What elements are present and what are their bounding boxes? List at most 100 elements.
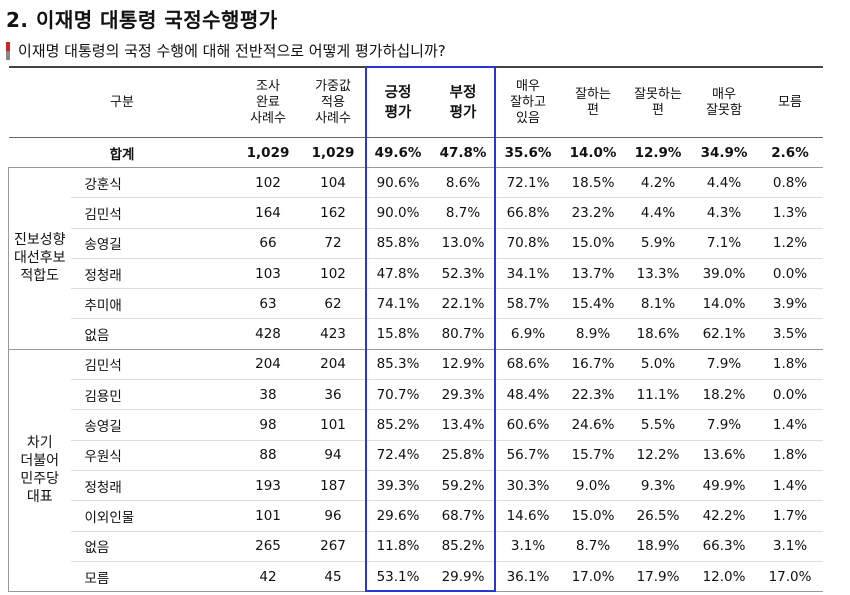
data-cell: 58.7% [495, 288, 561, 320]
data-cell: 164 [235, 197, 301, 229]
data-cell: 25.8% [430, 440, 496, 471]
data-cell: 47.8% [365, 258, 431, 290]
page-title: 2. 이재명 대통령 국정수행평가 [6, 8, 278, 32]
data-cell: 15.8% [365, 318, 431, 350]
data-cell: 267 [300, 531, 366, 562]
data-cell: 14.6% [495, 500, 561, 532]
data-cell: 16.7% [560, 349, 626, 381]
row-name: 없음 [70, 318, 236, 350]
data-cell: 1.7% [757, 500, 823, 532]
data-cell: 1.8% [757, 349, 823, 381]
data-cell: 11.1% [625, 379, 691, 411]
row-name: 강훈식 [70, 167, 236, 199]
data-cell: 204 [235, 349, 301, 381]
data-row: 우원식 88 94 72.4% 25.8% 56.7% 15.7% 12.2% 13.6% 1.8… [9, 440, 823, 471]
data-cell: 66 [235, 228, 301, 259]
data-cell: 15.0% [560, 228, 626, 259]
data-cell: 193 [235, 470, 301, 502]
data-cell: 3.1% [495, 531, 561, 562]
data-cell: 8.1% [625, 288, 691, 320]
data-cell: 18.9% [625, 531, 691, 562]
data-cell: 70.7% [365, 379, 431, 411]
data-cell: 0.8% [757, 167, 823, 199]
header-cell: 잘하는 편 [560, 66, 626, 138]
data-cell: 18.2% [690, 379, 758, 411]
question-row: 이재명 대통령의 국정 수행에 대해 전반적으로 어떻게 평가하십니까? [6, 40, 446, 61]
row-name: 정청래 [70, 258, 236, 290]
data-row: 김용민 38 36 70.7% 29.3% 48.4% 22.3% 11.1% 18.2% 0.0… [9, 379, 823, 411]
data-cell: 63 [235, 288, 301, 320]
data-row: 없음 265 267 11.8% 85.2% 3.1% 8.7% 18.9% 66.3% 3.1% [9, 531, 823, 562]
total-label: 합계 [8, 137, 236, 168]
data-row: 정청래 103 102 47.8% 52.3% 34.1% 13.7% 13.3% 39.0% 0… [9, 258, 823, 290]
data-cell: 12.2% [625, 440, 691, 471]
row-name: 송영길 [70, 228, 236, 259]
data-cell: 70.8% [495, 228, 561, 259]
data-cell: 52.3% [430, 258, 496, 290]
data-cell: 4.4% [625, 197, 691, 229]
data-cell: 8.7% [560, 531, 626, 562]
data-cell: 98 [235, 409, 301, 441]
data-cell: 22.1% [430, 288, 496, 320]
data-row: 진보성향 대선후보 적합도 강훈식 102 104 90.6% 8.6% 72.1% 18.5… [8, 167, 823, 350]
data-cell: 59.2% [430, 470, 496, 502]
data-cell: 15.4% [560, 288, 626, 320]
data-cell: 101 [300, 409, 366, 441]
data-cell: 5.9% [625, 228, 691, 259]
data-row: 송영길 66 72 85.8% 13.0% 70.8% 15.0% 5.9% 7.1% 1.2% [9, 228, 823, 259]
header-cell: 매우 잘하고 있음 [495, 66, 561, 138]
result-table: 구분 조사 완료 사례수 가중값 적용 사례수 긍정 평가 부정 평가 매우 잘하고 있음… [8, 66, 823, 593]
total-cell: 14.0% [560, 137, 626, 168]
data-cell: 15.0% [560, 500, 626, 532]
header-cell: 잘못하는 편 [625, 66, 691, 138]
data-cell: 62.1% [690, 318, 758, 350]
data-cell: 48.4% [495, 379, 561, 411]
data-cell: 103 [235, 258, 301, 290]
data-cell: 49.9% [690, 470, 758, 502]
data-cell: 0.0% [757, 379, 823, 411]
highlight-box [365, 66, 496, 592]
data-cell: 162 [300, 197, 366, 229]
data-cell: 74.1% [365, 288, 431, 320]
row-name: 김용민 [70, 379, 236, 411]
data-cell: 42 [235, 561, 301, 593]
data-cell: 18.5% [560, 167, 626, 199]
data-cell: 30.3% [495, 470, 561, 502]
data-cell: 72.4% [365, 440, 431, 471]
total-cell: 34.9% [690, 137, 758, 168]
data-cell: 1.3% [757, 197, 823, 229]
header-cell: 구분 [8, 66, 236, 138]
header-cell: 가중값 적용 사례수 [300, 66, 366, 138]
data-cell: 38 [235, 379, 301, 411]
data-cell: 3.5% [757, 318, 823, 350]
data-cell: 72.1% [495, 167, 561, 199]
data-cell: 13.4% [430, 409, 496, 441]
data-cell: 45 [300, 561, 366, 593]
data-cell: 13.7% [560, 258, 626, 290]
data-cell: 3.9% [757, 288, 823, 320]
row-name: 송영길 [70, 409, 236, 441]
data-cell: 3.1% [757, 531, 823, 562]
total-cell: 35.6% [495, 137, 561, 168]
data-cell: 60.6% [495, 409, 561, 441]
data-cell: 14.0% [690, 288, 758, 320]
row-name: 우원식 [70, 440, 236, 471]
data-cell: 17.0% [757, 561, 823, 593]
group-label: 차기 더불어 민주당 대표 [8, 349, 71, 593]
data-cell: 39.3% [365, 470, 431, 502]
data-cell: 85.3% [365, 349, 431, 381]
data-cell: 9.0% [560, 470, 626, 502]
data-cell: 13.0% [430, 228, 496, 259]
data-cell: 7.9% [690, 409, 758, 441]
data-cell: 85.8% [365, 228, 431, 259]
data-cell: 6.9% [495, 318, 561, 350]
data-cell: 62 [300, 288, 366, 320]
header-cell: 조사 완료 사례수 [235, 66, 301, 138]
data-cell: 102 [300, 258, 366, 290]
data-row: 이외인물 101 96 29.6% 68.7% 14.6% 15.0% 26.5% 42.2% 1… [9, 500, 823, 532]
row-name: 없음 [70, 531, 236, 562]
data-cell: 85.2% [365, 409, 431, 441]
data-cell: 96 [300, 500, 366, 532]
data-cell: 104 [300, 167, 366, 199]
